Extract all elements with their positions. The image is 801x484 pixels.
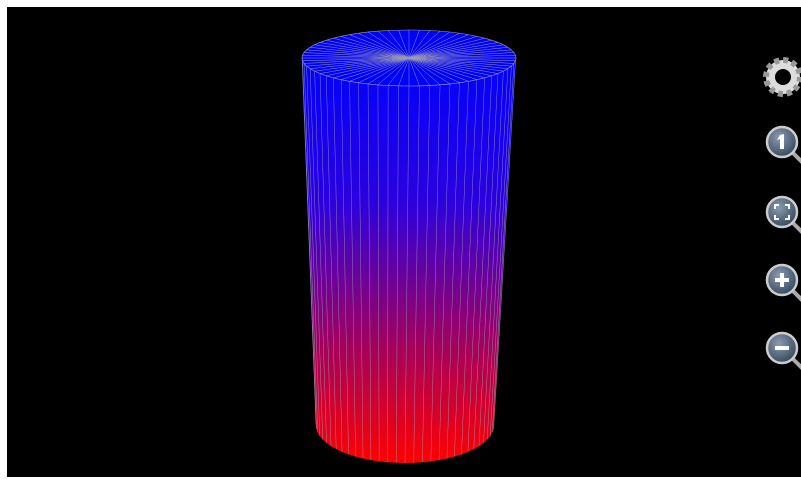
page: {} html, body { margin: 0; padding: 0; w… [0, 0, 801, 484]
settings-button[interactable] [766, 60, 800, 94]
lens [767, 197, 797, 227]
gear-hole [775, 69, 791, 85]
body: (() => { const data = JSON.parse(documen… [0, 0, 801, 484]
viewer [0, 0, 801, 484]
cylinder [302, 30, 516, 463]
